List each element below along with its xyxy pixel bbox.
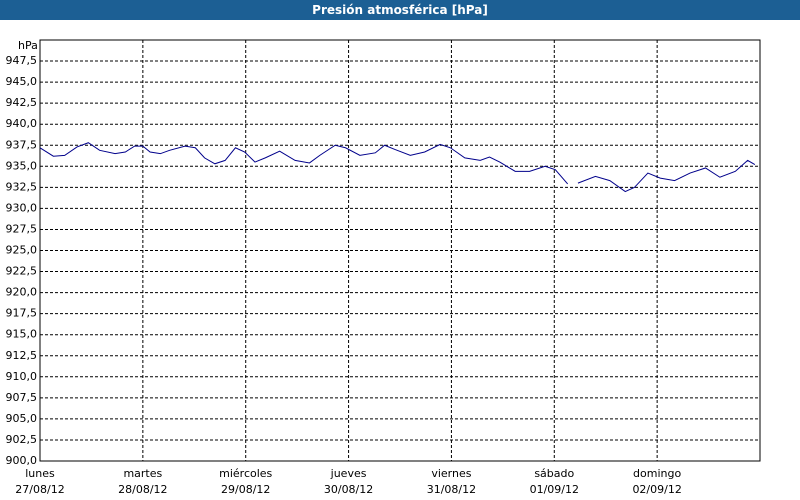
- y-tick-label: 910,0: [6, 370, 38, 383]
- x-tick-date: 30/08/12: [324, 483, 373, 496]
- y-tick-label: 937,5: [6, 138, 38, 151]
- y-tick-label: 932,5: [6, 180, 38, 193]
- y-tick-label: 900,0: [6, 454, 38, 467]
- x-tick-label: sábado: [534, 467, 574, 480]
- y-tick-label: 912,5: [6, 349, 38, 362]
- y-tick-label: 930,0: [6, 201, 38, 214]
- y-tick-label: 915,0: [6, 328, 38, 341]
- x-tick-date: 01/09/12: [530, 483, 579, 496]
- x-tick-label: domingo: [633, 467, 681, 480]
- y-tick-label: 902,5: [6, 433, 38, 446]
- y-tick-label: 945,0: [6, 75, 38, 88]
- x-tick-label: jueves: [330, 467, 367, 480]
- y-tick-label: 925,0: [6, 244, 38, 257]
- y-tick-label: 947,5: [6, 54, 38, 67]
- line-series: [39, 142, 756, 193]
- x-tick-date: 31/08/12: [427, 483, 476, 496]
- y-tick-label: 920,0: [6, 286, 38, 299]
- x-tick-date: 29/08/12: [221, 483, 270, 496]
- x-tick-date: 27/08/12: [15, 483, 64, 496]
- y-tick-label: 935,0: [6, 159, 38, 172]
- y-tick-label: 940,0: [6, 117, 38, 130]
- y-tick-label: 907,5: [6, 391, 38, 404]
- x-tick-label: martes: [123, 467, 162, 480]
- x-tick-label: viernes: [431, 467, 471, 480]
- y-tick-label: 917,5: [6, 307, 38, 320]
- title-bar: Presión atmosférica [hPa]: [0, 0, 800, 20]
- y-tick-label: 922,5: [6, 265, 38, 278]
- y-axis-label: hPa: [18, 39, 38, 52]
- y-tick-label: 905,0: [6, 412, 38, 425]
- x-tick-label: lunes: [25, 467, 55, 480]
- y-tick-label: 927,5: [6, 222, 38, 235]
- x-tick-label: miércoles: [219, 467, 272, 480]
- x-tick-date: 02/09/12: [632, 483, 681, 496]
- y-tick-label: 942,5: [6, 96, 38, 109]
- x-tick-date: 28/08/12: [118, 483, 167, 496]
